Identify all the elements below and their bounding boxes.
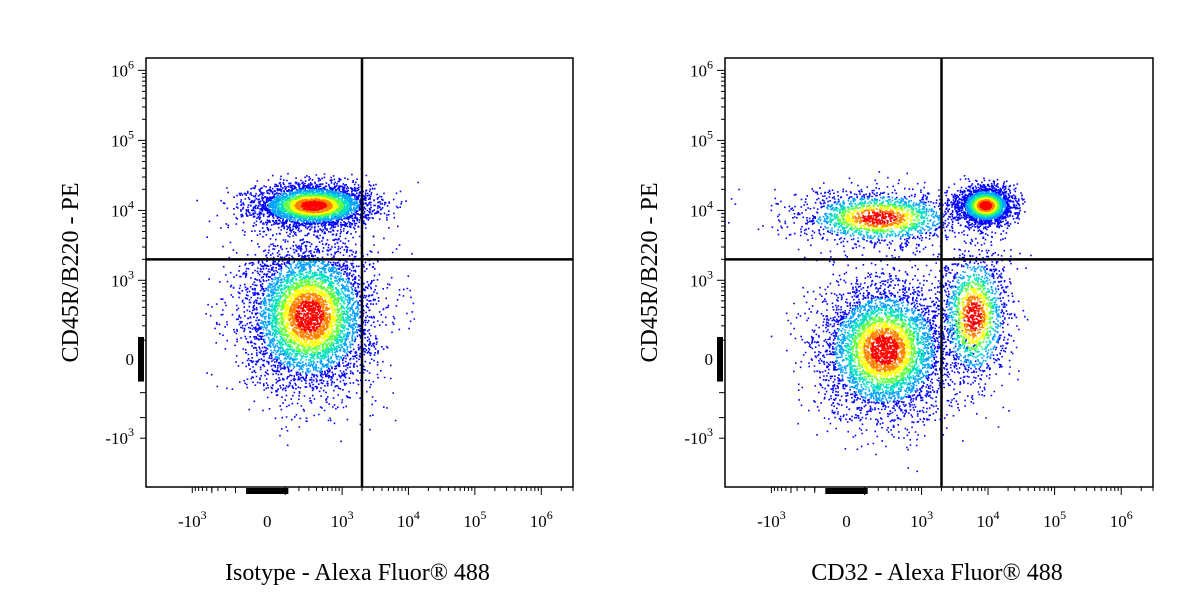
density-layer (259, 188, 360, 374)
density-layer (837, 195, 1000, 385)
x-tick-label: 106 (1110, 508, 1133, 531)
y-tick-label: -103 (684, 425, 713, 448)
density-layer (276, 194, 344, 355)
x-tick-label: 0 (263, 512, 272, 531)
event-dots (728, 171, 1032, 473)
y-tick-label: 0 (705, 350, 714, 369)
y-axis-title: CD45R/B220 - PE (637, 182, 663, 362)
density-layer (196, 168, 419, 447)
x-tick-label: 105 (1043, 508, 1066, 531)
y-tick-label: 0 (126, 350, 135, 369)
density-layer (282, 196, 339, 347)
y-tick-label: 103 (690, 267, 713, 290)
y-tick-label: 106 (111, 57, 134, 80)
x-tick-label: 103 (331, 508, 354, 531)
x-tick-label: 103 (910, 508, 933, 531)
y-axis-title: CD45R/B220 - PE (58, 182, 84, 362)
y-tick-label: 105 (111, 127, 134, 150)
density-layer (269, 191, 351, 363)
density-layer (845, 197, 998, 379)
y-tick-label: -103 (105, 425, 134, 448)
y-tick-label: 104 (111, 197, 134, 220)
y-axis: 106 105 104 103 0 -103 (684, 57, 725, 448)
x-tick-label: -103 (757, 508, 786, 531)
event-dots (196, 168, 419, 447)
y-tick-label: 103 (111, 267, 134, 290)
density-layer (288, 198, 333, 341)
plot-panel-isotype: -103 0 103 104 105 106 106 105 104 103 0 -103 Isotyp… (58, 57, 574, 586)
plot-panel-cd32: -103 0 103 104 105 106 106 105 104 103 0 -103 CD32 -… (637, 57, 1154, 586)
x-tick-label: 104 (397, 508, 420, 531)
x-axis-title: CD32 - Alexa Fluor® 488 (811, 560, 1063, 586)
y-tick-label: 106 (690, 57, 713, 80)
x-tick-label: 0 (842, 512, 851, 531)
x-axis: -103 0 103 104 105 106 (757, 487, 1154, 531)
x-tick-label: -103 (178, 508, 207, 531)
x-tick-label: 104 (977, 508, 1000, 531)
x-tick-label: 106 (530, 508, 553, 531)
density-layer (852, 199, 995, 373)
x-axis-title: Isotype - Alexa Fluor® 488 (225, 560, 490, 586)
plot-frame (724, 57, 1154, 488)
plot-frame (145, 57, 574, 488)
x-axis: -103 0 103 104 105 106 (178, 487, 574, 531)
x-tick-label: 105 (463, 508, 486, 531)
y-tick-label: 104 (690, 197, 713, 220)
y-tick-label: 105 (690, 127, 713, 150)
y-axis: 106 105 104 103 0 -103 (105, 57, 146, 448)
density-layer (295, 200, 328, 333)
